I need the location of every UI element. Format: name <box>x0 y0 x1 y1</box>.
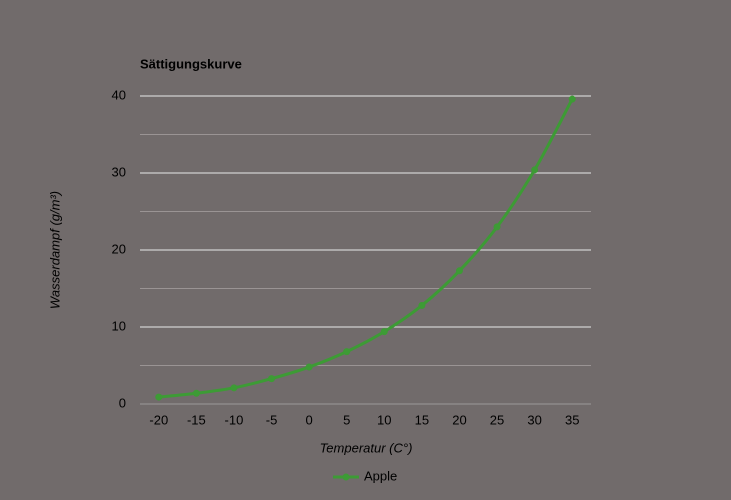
y-tick-label: 0 <box>119 395 126 410</box>
point <box>380 328 388 336</box>
series-line <box>158 98 574 399</box>
point <box>268 375 276 383</box>
x-tick-label: 0 <box>306 412 313 427</box>
x-tick-label: 20 <box>452 412 466 427</box>
legend-marker <box>342 473 350 481</box>
point <box>531 166 539 174</box>
point <box>418 301 426 309</box>
chart-title: Sättigungskurve <box>140 56 242 71</box>
x-tick-label: 25 <box>490 412 504 427</box>
point <box>155 393 163 401</box>
point <box>305 363 313 371</box>
point <box>230 384 238 392</box>
y-axis-label: Wasserdampf (g/m³) <box>47 191 62 309</box>
point <box>343 348 351 356</box>
point <box>493 223 501 231</box>
x-tick-label: -15 <box>187 412 206 427</box>
x-tick-label: -5 <box>266 412 278 427</box>
x-tick-label: 15 <box>415 412 429 427</box>
y-tick-label: 20 <box>112 241 126 256</box>
point <box>568 95 576 103</box>
point <box>455 267 463 275</box>
y-tick-label: 10 <box>112 318 126 333</box>
legend-label: Apple <box>364 468 397 483</box>
y-tick-label: 40 <box>112 87 126 102</box>
x-tick-label: 10 <box>377 412 391 427</box>
x-tick-label: -20 <box>149 412 168 427</box>
x-tick-label: 35 <box>565 412 579 427</box>
x-tick-label: -10 <box>225 412 244 427</box>
point <box>192 389 200 397</box>
y-tick-label: 30 <box>112 164 126 179</box>
x-tick-label: 5 <box>343 412 350 427</box>
x-axis-label: Temperatur (C°) <box>320 440 413 455</box>
x-tick-label: 30 <box>527 412 541 427</box>
